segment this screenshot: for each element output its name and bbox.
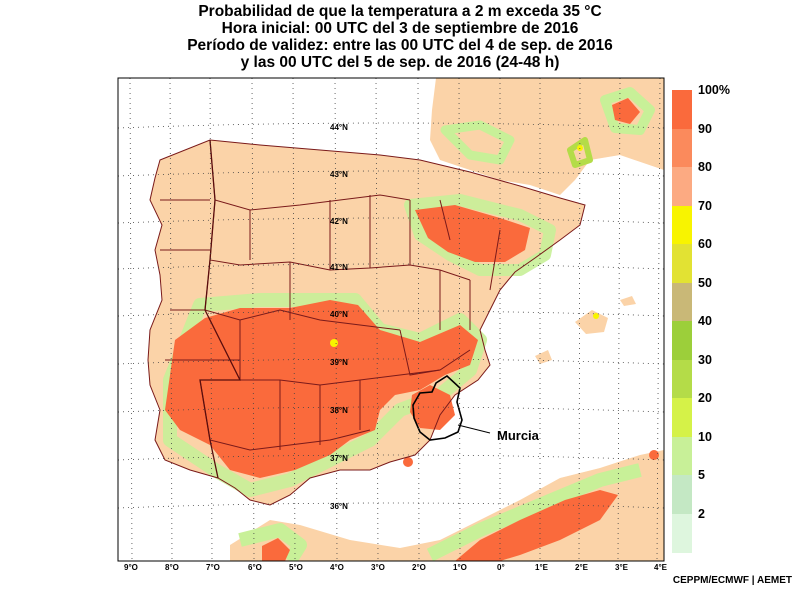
color-legend (672, 90, 692, 553)
france-land (118, 78, 664, 195)
lat-label-37: 37°N (330, 454, 348, 463)
legend-label: 40 (698, 314, 712, 328)
legend-label: 80 (698, 160, 712, 174)
legend-swatch (672, 475, 692, 514)
lon-label-2w: 2°O (412, 563, 426, 572)
chart-title: Probabilidad de que la temperatura a 2 m… (0, 3, 800, 71)
medium-probability-spots (330, 145, 599, 347)
lat-label-43: 43°N (330, 170, 348, 179)
probability-fringes (163, 87, 655, 561)
lon-label-1w: 1°O (453, 563, 467, 572)
legend-label: 90 (698, 121, 712, 136)
lat-label-38: 38°N (330, 406, 348, 415)
lon-label-3e: 3°E (615, 563, 628, 572)
legend-swatch (672, 359, 692, 399)
lat-label-39: 39°N (330, 358, 348, 367)
legend-label: 50 (698, 275, 712, 290)
mallorca (575, 310, 608, 334)
murcia-label: Murcia (497, 428, 539, 443)
province-borders (147, 139, 586, 506)
lon-label-9w: 9°O (124, 563, 138, 572)
legend-label: 100% (698, 83, 730, 97)
legend-swatch (672, 436, 692, 476)
lat-label-36: 36°N (330, 502, 348, 511)
lat-label-40: 40°N (330, 310, 348, 319)
legend-swatch (672, 244, 692, 283)
legend-label: 30 (698, 352, 712, 367)
lat-label-41: 41°N (330, 263, 348, 272)
murcia-outline (412, 374, 463, 441)
legend-swatch (672, 282, 692, 322)
title-line-2: Hora inicial: 00 UTC del 3 de septiembre… (221, 20, 579, 37)
lon-label-4w: 4°O (330, 563, 344, 572)
lon-label-3w: 3°O (371, 563, 385, 572)
legend-swatch (672, 398, 692, 437)
legend-label: 60 (698, 237, 712, 251)
legend-swatch (672, 205, 692, 245)
portugal-spain-border (199, 139, 242, 479)
high-probability-areas (165, 98, 659, 561)
lon-label-1e: 1°E (535, 563, 548, 572)
map-frame (117, 77, 665, 562)
legend-swatch (672, 321, 692, 360)
legend-label: 2 (698, 506, 705, 521)
lon-label-4e: 4°E (654, 563, 667, 572)
legend-swatch (672, 513, 692, 553)
title-line-4: y las 00 UTC del 5 de sep. de 2016 (24-4… (240, 54, 560, 71)
legend-swatch (672, 90, 692, 129)
lon-label-6w: 6°O (248, 563, 262, 572)
legend-label: 5 (698, 468, 705, 482)
lon-label-8w: 8°O (165, 563, 179, 572)
lat-label-42: 42°N (330, 217, 348, 226)
murcia-leader-line (457, 424, 491, 434)
menorca (620, 296, 636, 306)
lon-label-7w: 7°O (206, 563, 220, 572)
graticule (118, 78, 664, 561)
ibiza (535, 350, 552, 364)
lat-label-44: 44°N (330, 123, 348, 132)
lon-label-2e: 2°E (575, 563, 588, 572)
legend-swatch (672, 167, 692, 206)
legend-swatch (672, 128, 692, 168)
legend-label: 20 (698, 391, 712, 405)
lon-label-5w: 5°O (289, 563, 303, 572)
title-line-3: Período de validez: entre las 00 UTC del… (187, 37, 613, 54)
legend-label: 70 (698, 198, 712, 213)
legend-label: 10 (698, 429, 712, 444)
credit-text: CEPPM/ECMWF | AEMET (672, 575, 792, 586)
title-line-1: Probabilidad de que la temperatura a 2 m… (198, 3, 602, 20)
lon-label-0: 0° (497, 563, 505, 572)
